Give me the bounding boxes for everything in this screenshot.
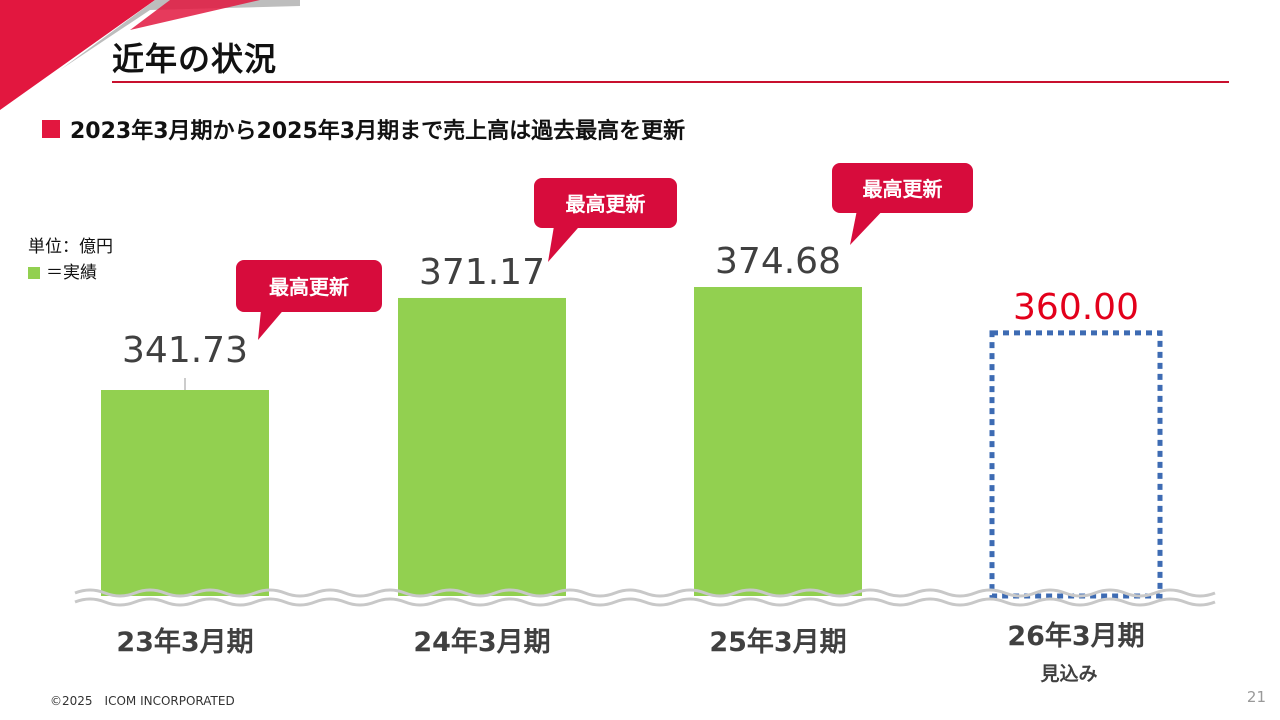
headline-text: 2023年3月期から2025年3月期まで売上高は過去最高を更新: [70, 119, 686, 144]
value-label-3: 374.68: [715, 241, 841, 282]
axis-break-line-bottom: [74, 597, 1216, 607]
value-label-4: 360.00: [1013, 287, 1139, 328]
callout-tail: [850, 205, 888, 245]
axis-break-line-top: [74, 588, 1216, 598]
bar-1: [101, 390, 269, 596]
bar-forecast: [989, 330, 1163, 599]
value-label-1: 341.73: [122, 330, 248, 371]
headline-bullet-icon: [42, 120, 60, 138]
legend-label: ＝実績: [46, 263, 97, 283]
title-rule: [112, 81, 1229, 83]
callout-box: [534, 178, 677, 228]
callout-text: 最高更新: [269, 275, 349, 299]
callout-text: 最高更新: [566, 192, 646, 216]
callout-record-high-1: 最高更新: [236, 260, 382, 340]
bar-3: [694, 287, 862, 596]
value-label-2: 371.17: [419, 252, 545, 293]
legend: ＝実績: [28, 260, 113, 286]
category-label-2: 24年3月期: [413, 626, 550, 658]
footer-copyright: ©2025 ICOM INCORPORATED: [50, 694, 235, 708]
callout-tail: [258, 300, 292, 340]
callout-tail: [548, 220, 585, 262]
callout-box: [236, 260, 382, 312]
unit-label: 単位：億円: [28, 237, 113, 257]
legend-swatch-actual: [28, 267, 40, 279]
headline: 2023年3月期から2025年3月期まで売上高は過去最高を更新: [42, 114, 685, 144]
callout-record-high-3: 最高更新: [832, 163, 973, 245]
category-label-4: 26年3月期: [1007, 620, 1144, 652]
chart-unit-legend: 単位：億円 ＝実績: [28, 234, 113, 286]
category-label-1: 23年3月期: [116, 626, 253, 658]
callout-record-high-2: 最高更新: [534, 178, 677, 262]
category-sublabel-4: 見込み: [1040, 663, 1097, 685]
corner-decoration: [0, 0, 300, 110]
callout-box: [832, 163, 973, 213]
callout-text: 最高更新: [863, 177, 943, 201]
bar-2: [398, 297, 566, 596]
category-label-3: 25年3月期: [709, 626, 846, 658]
page-title: 近年の状況: [112, 40, 278, 78]
page-number: 21: [1246, 688, 1266, 706]
